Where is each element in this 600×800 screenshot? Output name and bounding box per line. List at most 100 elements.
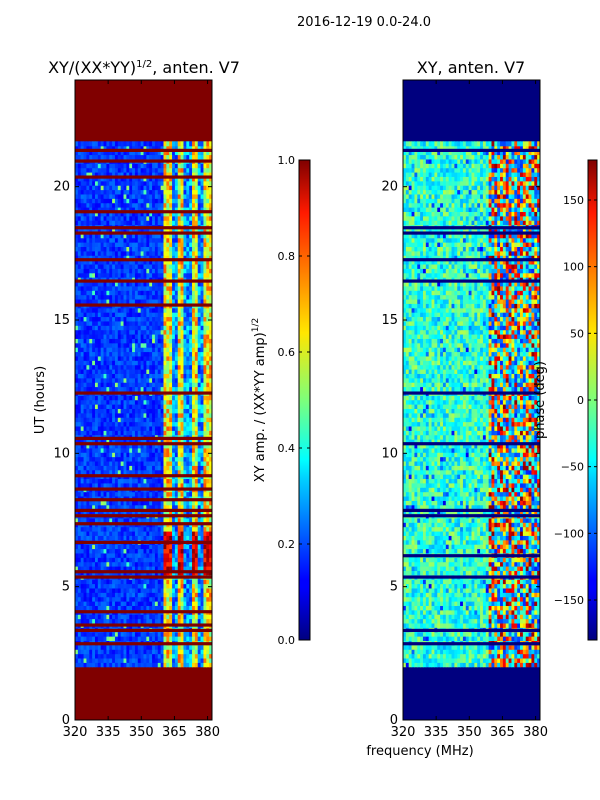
heatmap-cell [149, 478, 153, 484]
heatmap-cell [186, 548, 190, 554]
heatmap-cell [80, 636, 85, 641]
heatmap-cell [117, 478, 122, 484]
heatmap-cell [106, 408, 110, 414]
heatmap-cell [177, 644, 182, 650]
heatmap-cell [152, 211, 156, 217]
heatmap-cell [206, 587, 210, 593]
heatmap-cell [97, 552, 102, 558]
heatmap-cell [143, 307, 147, 313]
heatmap-cell [123, 443, 127, 449]
heatmap-cell [109, 290, 113, 296]
heatmap-cell [77, 478, 82, 484]
heatmap-cell [114, 439, 119, 444]
heatmap-cell [180, 382, 185, 388]
heatmap-cell [197, 596, 202, 602]
heatmap-cell [132, 517, 136, 523]
heatmap-cell [169, 404, 173, 409]
heatmap-cell [197, 373, 202, 379]
heatmap-cell [100, 601, 105, 606]
heatmap-cell [80, 242, 85, 247]
heatmap-cell [92, 263, 96, 269]
heatmap-cell [114, 368, 119, 374]
heatmap-cell [146, 425, 150, 431]
heatmap-cell [129, 342, 133, 348]
heatmap-cell [75, 618, 79, 624]
heatmap-cell [163, 618, 167, 624]
heatmap-cell [169, 636, 173, 641]
heatmap-cell [129, 250, 133, 256]
heatmap-cell [200, 255, 205, 261]
heatmap-cell [189, 255, 193, 261]
heatmap-cell [203, 368, 207, 374]
heatmap-cell [94, 614, 99, 620]
heatmap-cell [157, 355, 162, 361]
heatmap-cell [203, 439, 207, 444]
heatmap-cell [75, 386, 79, 392]
heatmap-cell [97, 320, 102, 326]
heatmap-cell [177, 469, 182, 475]
heatmap-cell [200, 342, 205, 348]
heatmap-cell [186, 552, 190, 558]
heatmap-cell [114, 364, 119, 370]
heatmap-cell [194, 312, 199, 318]
heatmap-cell [149, 307, 153, 313]
heatmap-cell [183, 579, 187, 585]
heatmap-cell [177, 530, 182, 536]
heatmap-cell [154, 233, 159, 239]
heatmap-cell [134, 421, 139, 427]
heatmap-cell [83, 631, 88, 637]
heatmap-cell [126, 469, 130, 475]
heatmap-cell [166, 618, 170, 624]
heatmap-cell [160, 250, 165, 256]
heatmap-cell [192, 662, 196, 668]
heatmap-cell [160, 662, 165, 668]
heatmap-cell [112, 368, 116, 374]
heatmap-cell [100, 460, 105, 466]
heatmap-cell [114, 544, 119, 550]
heatmap-cell [169, 425, 173, 431]
heatmap-cell [143, 364, 147, 370]
heatmap-cell [194, 347, 199, 353]
heatmap-cell [203, 347, 207, 353]
heatmap-cell [180, 347, 185, 353]
heatmap-cell [160, 268, 165, 274]
heatmap-cell [83, 246, 88, 252]
heatmap-cell [197, 504, 202, 510]
heatmap-cell [192, 644, 196, 650]
heatmap-cell [200, 469, 205, 475]
heatmap-cell [186, 425, 190, 431]
heatmap-cell [169, 351, 173, 357]
heatmap-cell [100, 469, 105, 475]
heatmap-cell [163, 421, 167, 427]
heatmap-cell [123, 268, 127, 274]
heatmap-cell [114, 452, 119, 458]
heatmap-cell [160, 579, 165, 585]
heatmap-cell [140, 290, 145, 296]
heatmap-cell [174, 561, 179, 567]
heatmap-cell [209, 544, 212, 550]
heatmap-cell [117, 579, 122, 585]
heatmap-cell [192, 657, 196, 663]
heatmap-cell [117, 325, 122, 331]
heatmap-cell [157, 347, 162, 353]
heatmap-cell [160, 618, 165, 624]
heatmap-cell [194, 592, 199, 598]
heatmap-cell [83, 482, 88, 488]
heatmap-cell [89, 382, 93, 388]
heatmap-cell [186, 281, 190, 287]
heatmap-cell [166, 504, 170, 510]
heatmap-cell [94, 298, 99, 304]
heatmap-cell [166, 294, 170, 300]
heatmap-cell [126, 421, 130, 427]
heatmap-cell [146, 579, 150, 585]
heatmap-cell [177, 583, 182, 589]
heatmap-cell [140, 360, 145, 366]
heatmap-cell [109, 316, 113, 322]
heatmap-cell [194, 325, 199, 331]
heatmap-cell [203, 382, 207, 388]
heatmap-cell [174, 242, 179, 247]
heatmap-cell [123, 601, 127, 606]
heatmap-cell [200, 452, 205, 458]
heatmap-cell [134, 592, 139, 598]
heatmap-cell [103, 653, 107, 659]
